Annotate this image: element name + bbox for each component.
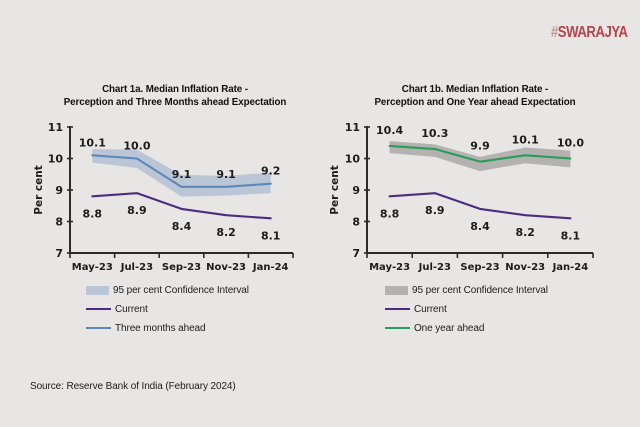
x-tick-label: Nov-23	[505, 262, 545, 273]
chart-1a-title-line2: Perception and Three Months ahead Expect…	[63, 97, 287, 108]
x-tick-label: May-23	[72, 262, 113, 273]
x-tick-label: Jul-23	[418, 262, 451, 273]
legend-band-swatch	[385, 285, 408, 295]
y-tick-label: 9	[55, 184, 63, 197]
data-label: 10.1	[512, 133, 539, 146]
data-label: 9.1	[216, 168, 236, 181]
chart-1a-title: Chart 1a. Median Inflation Rate - Percep…	[30, 83, 320, 109]
chart-1a-legend: 95 per cent Confidence Interval Current Th…	[86, 283, 249, 340]
data-label: 10.0	[123, 140, 150, 153]
series-line-three-months-ahead	[91, 154, 272, 188]
data-label: 8.9	[127, 204, 146, 217]
legend-item: Current	[385, 302, 548, 316]
data-label: 8.9	[425, 204, 445, 217]
logo-hash-icon: #	[551, 24, 559, 41]
confidence-interval-band	[92, 149, 271, 197]
source-note: Source: Reserve Bank of India (February …	[30, 381, 236, 392]
x-tick-label: Sep-23	[460, 262, 499, 273]
data-label: 8.2	[216, 226, 236, 239]
x-tick-label: Sep-23	[162, 262, 201, 273]
y-tick-label: 7	[352, 247, 360, 260]
legend-item: One year ahead	[385, 321, 548, 335]
x-tick-label: Nov-23	[206, 262, 246, 273]
y-tick-label: 8	[55, 216, 63, 229]
chart-1a-title-line1: Chart 1a. Median Inflation Rate -	[102, 84, 248, 95]
legend-line-swatch	[86, 307, 111, 311]
chart-1a-plot: 10.1 10.0 9.1 9.1 9.2 8.8 8.9 8.4 8.2 8.1 7 8 9 10 11 M…	[33, 121, 294, 273]
data-label: 10.3	[421, 127, 448, 140]
legend-label: 95 per cent Confidence Interval	[113, 284, 249, 296]
legend-label: Three months ahead	[115, 322, 206, 334]
x-tick-label: Jan-24	[252, 262, 289, 273]
y-tick-label: 9	[352, 184, 360, 197]
legend-line-swatch	[385, 326, 410, 330]
data-label: 10.4	[376, 124, 403, 137]
y-tick-label: 11	[345, 121, 360, 134]
legend-label: One year ahead	[414, 322, 485, 334]
chart-1b-plot: 10.4 10.3 9.9 10.1 10.0 8.8 8.9 8.4 8.2 8.1 7 8 9 10 1…	[329, 121, 594, 273]
data-label: 8.1	[261, 229, 281, 242]
legend-band-swatch	[86, 285, 109, 295]
y-axis-title: Per cent	[33, 165, 45, 215]
legend-item: Current	[86, 302, 249, 316]
chart-1b-title-line1: Chart 1b. Median Inflation Rate -	[401, 84, 549, 95]
y-tick-label: 10	[345, 153, 361, 166]
legend-item: 95 per cent Confidence Interval	[86, 283, 249, 297]
y-tick-label: 10	[48, 153, 64, 166]
data-label: 8.8	[380, 207, 400, 220]
data-label: 9.2	[261, 165, 281, 178]
legend-label: Current	[115, 303, 148, 315]
data-label: 10.1	[79, 136, 106, 149]
x-tick-label: Jan-24	[552, 262, 589, 273]
x-tick-label: May-23	[369, 262, 410, 273]
x-tick-label: Jul-23	[120, 262, 153, 273]
legend-item: Three months ahead	[86, 321, 249, 335]
swarajya-logo: #SWARAJYA	[551, 24, 628, 42]
data-label: 10.0	[557, 137, 584, 150]
data-label: 9.1	[172, 168, 192, 181]
series-line-current	[91, 192, 272, 220]
data-label: 8.1	[561, 229, 581, 242]
chart-1b-legend: 95 per cent Confidence Interval Current On…	[385, 283, 548, 340]
data-label: 8.4	[470, 220, 490, 233]
series-line-one-year-ahead	[388, 144, 572, 163]
data-label: 8.2	[515, 226, 535, 239]
y-tick-label: 7	[55, 247, 63, 260]
data-label: 8.8	[83, 207, 103, 220]
legend-label: 95 per cent Confidence Interval	[412, 284, 548, 296]
legend-label: Current	[414, 303, 447, 315]
logo-wordmark: SWARAJYA	[558, 24, 628, 41]
y-tick-label: 8	[352, 216, 360, 229]
legend-line-swatch	[86, 326, 111, 330]
chart-1b-title: Chart 1b. Median Inflation Rate - Percep…	[330, 83, 620, 109]
legend-item: 95 per cent Confidence Interval	[385, 283, 548, 297]
data-label: 8.4	[172, 220, 192, 233]
y-tick-label: 11	[48, 121, 63, 134]
chart-1b-title-line2: Perception and One Year ahead Expectatio…	[374, 97, 576, 108]
legend-line-swatch	[385, 307, 410, 311]
y-axis-title: Per cent	[329, 165, 341, 215]
data-label: 9.9	[470, 140, 490, 153]
series-line-current	[388, 192, 572, 220]
